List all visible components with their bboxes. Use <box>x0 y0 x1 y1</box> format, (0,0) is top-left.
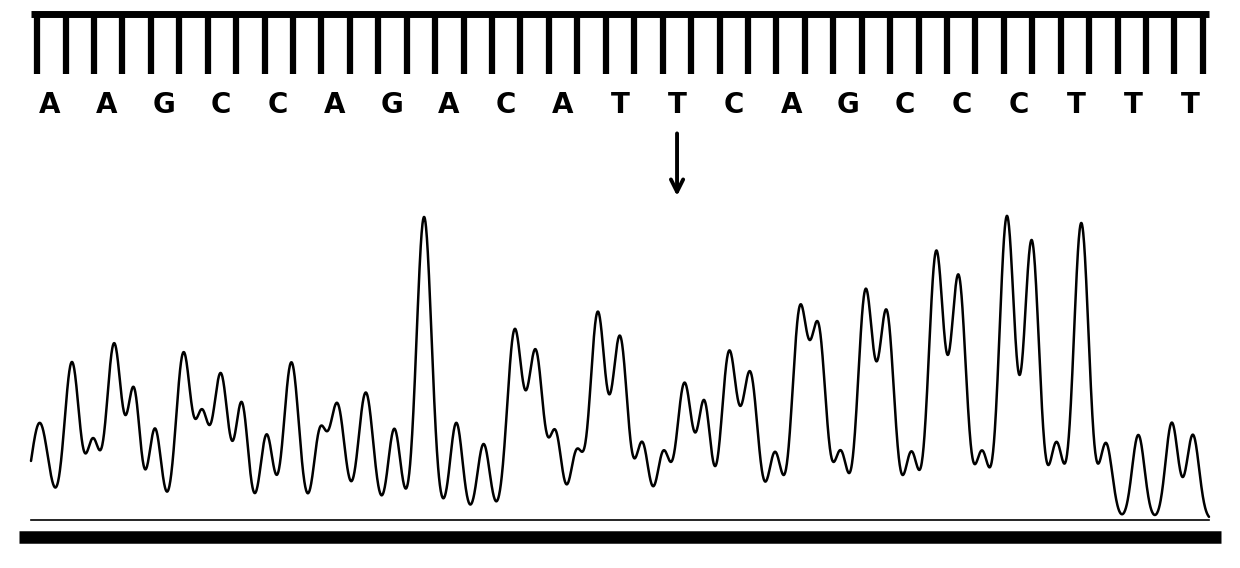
Text: G: G <box>153 91 175 119</box>
Text: T: T <box>1180 91 1200 119</box>
Text: C: C <box>211 91 231 119</box>
Text: G: G <box>381 91 403 119</box>
Text: T: T <box>667 91 687 119</box>
Text: A: A <box>95 91 118 119</box>
Text: C: C <box>724 91 744 119</box>
Text: A: A <box>38 91 61 119</box>
Text: C: C <box>268 91 288 119</box>
Text: T: T <box>1066 91 1086 119</box>
Text: C: C <box>1009 91 1029 119</box>
Text: A: A <box>552 91 574 119</box>
Text: C: C <box>496 91 516 119</box>
Text: T: T <box>1123 91 1143 119</box>
Text: A: A <box>324 91 346 119</box>
Text: T: T <box>610 91 630 119</box>
Text: C: C <box>952 91 972 119</box>
Text: G: G <box>837 91 859 119</box>
Text: A: A <box>780 91 802 119</box>
Text: A: A <box>438 91 460 119</box>
Text: C: C <box>895 91 915 119</box>
